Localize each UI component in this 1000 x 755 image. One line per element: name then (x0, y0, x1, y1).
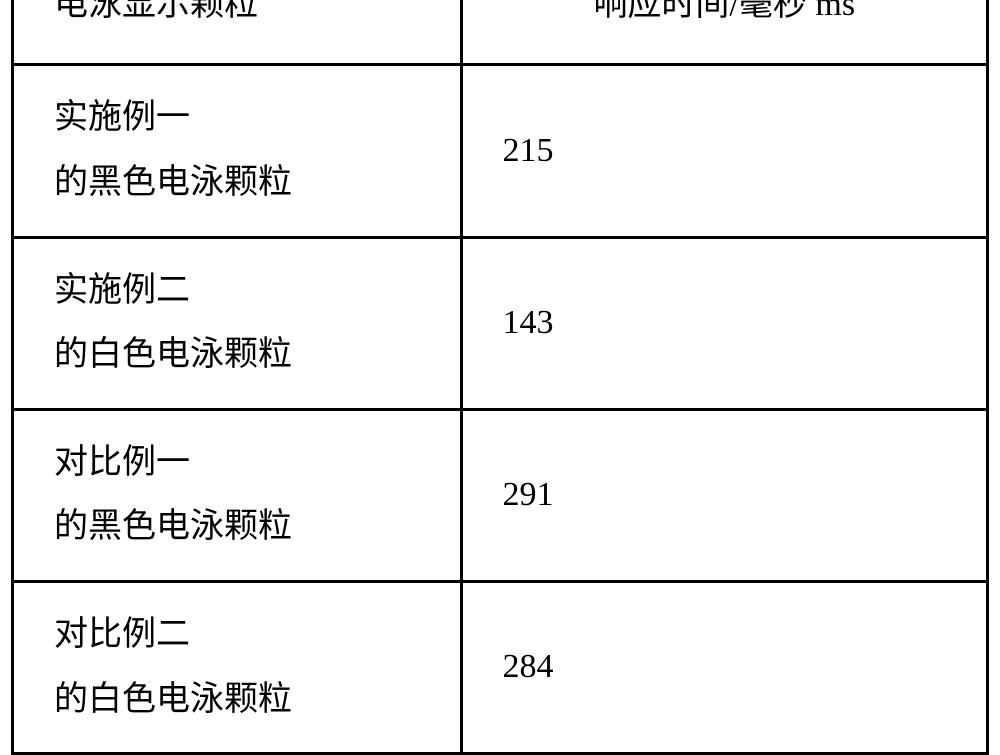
row-label-line2: 的白色电泳颗粒 (54, 336, 292, 373)
table-row: 实施例二 的白色电泳颗粒 143 (13, 237, 988, 409)
row-value: 284 (461, 581, 988, 753)
table-row: 对比例二 的白色电泳颗粒 284 (13, 581, 988, 753)
row-label-line1: 实施例一 (54, 99, 190, 136)
row-label: 实施例一 的黑色电泳颗粒 (13, 65, 462, 237)
column-header-particle: 电泳显示颗粒 (13, 0, 462, 65)
row-value: 215 (461, 65, 988, 237)
row-label-line1: 实施例二 (54, 272, 190, 309)
data-table-container: 电泳显示颗粒 响应时间/毫秒 ms 实施例一 的黑色电泳颗粒 215 实施例二 … (11, 0, 989, 755)
row-label: 对比例一 的黑色电泳颗粒 (13, 409, 462, 581)
row-value: 143 (461, 237, 988, 409)
table-header-row: 电泳显示颗粒 响应时间/毫秒 ms (13, 0, 988, 65)
row-label: 实施例二 的白色电泳颗粒 (13, 237, 462, 409)
row-label-line2: 的黑色电泳颗粒 (54, 164, 292, 201)
row-value: 291 (461, 409, 988, 581)
table-row: 实施例一 的黑色电泳颗粒 215 (13, 65, 988, 237)
row-label-line2: 的白色电泳颗粒 (54, 681, 292, 718)
table-row: 对比例一 的黑色电泳颗粒 291 (13, 409, 988, 581)
column-header-response-time: 响应时间/毫秒 ms (461, 0, 988, 65)
response-time-table: 电泳显示颗粒 响应时间/毫秒 ms 实施例一 的黑色电泳颗粒 215 实施例二 … (11, 0, 989, 755)
row-label-line2: 的黑色电泳颗粒 (54, 508, 292, 545)
row-label-line1: 对比例一 (54, 444, 190, 481)
row-label: 对比例二 的白色电泳颗粒 (13, 581, 462, 753)
row-label-line1: 对比例二 (54, 616, 190, 653)
